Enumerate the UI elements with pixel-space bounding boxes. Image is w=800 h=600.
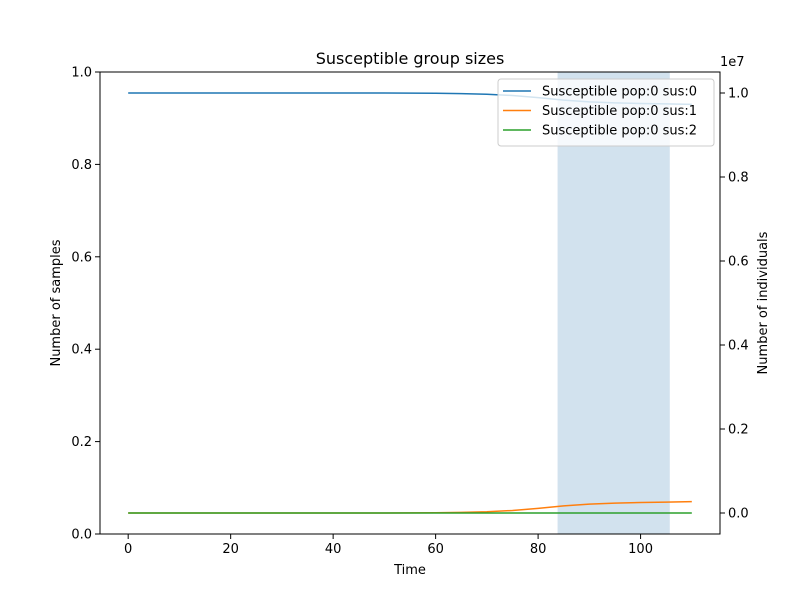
x-tick-label: 100 [628,542,653,557]
y-right-tick-label: 0.0 [728,507,749,522]
x-tick-label: 60 [427,542,444,557]
x-tick-label: 0 [124,542,132,557]
y-left-tick-label: 0.2 [71,435,92,450]
y-right-tick-label: 0.2 [728,423,749,438]
y-right-tick-label: 0.4 [728,339,749,354]
y-right-tick-label: 0.6 [728,255,749,270]
y-axis-right: 0.0 0.2 0.4 0.6 0.8 1.0 [720,87,749,522]
y-left-tick-label: 0.8 [71,158,92,173]
y-axis-left: 0.0 0.2 0.4 0.6 0.8 1.0 [71,66,100,543]
y-left-tick-label: 1.0 [71,66,92,81]
x-axis: 0 20 40 60 80 100 [124,534,653,557]
x-tick-label: 20 [222,542,239,557]
y-left-tick-label: 0.4 [71,343,92,358]
shaded-region [557,72,670,534]
y-left-tick-label: 0.0 [71,528,92,543]
legend-label-1: Susceptible pop:0 sus:1 [542,104,697,119]
y-axis-left-label: Number of samples [49,239,64,366]
x-tick-label: 40 [325,542,342,557]
y-axis-right-label: Number of individuals [756,231,771,374]
y-right-tick-label: 0.8 [728,171,749,186]
legend: Susceptible pop:0 sus:0 Susceptible pop:0… [497,78,715,147]
y-left-tick-label: 0.6 [71,250,92,265]
legend-label-0: Susceptible pop:0 sus:0 [542,85,697,100]
chart-title: Susceptible group sizes [316,49,505,68]
y-right-tick-label: 1.0 [728,87,749,102]
y-axis-right-multiplier: 1e7 [720,55,745,70]
shade-layer [557,72,670,534]
x-tick-label: 80 [530,542,547,557]
legend-items: Susceptible pop:0 sus:0 Susceptible pop:0… [503,85,697,139]
x-axis-label: Time [393,563,426,578]
legend-label-2: Susceptible pop:0 sus:2 [542,124,697,139]
legend-box [497,78,715,147]
plot-frame [99,71,721,535]
